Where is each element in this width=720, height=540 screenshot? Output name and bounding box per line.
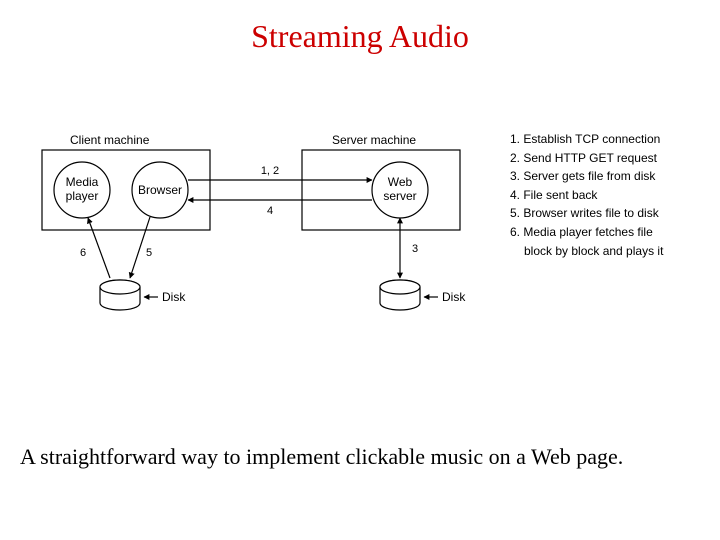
client-label: Client machine bbox=[70, 133, 150, 147]
client-disk-label: Disk bbox=[162, 290, 186, 304]
streaming-diagram: Client machine Server machine Media play… bbox=[20, 130, 700, 350]
step-6a: 6. Media player fetches file bbox=[510, 223, 700, 242]
page-title: Streaming Audio bbox=[0, 18, 720, 55]
step-6b: block by block and plays it bbox=[510, 242, 700, 261]
step-1: 1. Establish TCP connection bbox=[510, 130, 700, 149]
step-4: 4. File sent back bbox=[510, 186, 700, 205]
server-disk bbox=[380, 280, 420, 310]
caption-text: A straightforward way to implement click… bbox=[20, 444, 700, 470]
diagram-svg: Client machine Server machine Media play… bbox=[20, 130, 510, 350]
steps-list: 1. Establish TCP connection 2. Send HTTP… bbox=[510, 130, 700, 260]
media-player-label-2: player bbox=[66, 189, 99, 203]
media-player-label-1: Media bbox=[66, 175, 99, 189]
web-server-label-1: Web bbox=[388, 175, 413, 189]
arrow-6 bbox=[88, 218, 110, 278]
edge-5-label: 5 bbox=[146, 247, 152, 259]
client-disk bbox=[100, 280, 140, 310]
step-2: 2. Send HTTP GET request bbox=[510, 149, 700, 168]
step-5: 5. Browser writes file to disk bbox=[510, 204, 700, 223]
edge-6-label: 6 bbox=[80, 247, 86, 259]
server-disk-label: Disk bbox=[442, 290, 466, 304]
step-3: 3. Server gets file from disk bbox=[510, 167, 700, 186]
web-server-label-2: server bbox=[383, 189, 416, 203]
server-label: Server machine bbox=[332, 133, 416, 147]
edge-12-label: 1, 2 bbox=[261, 165, 279, 177]
edge-4-label: 4 bbox=[267, 205, 273, 217]
browser-label: Browser bbox=[138, 183, 182, 197]
edge-3-label: 3 bbox=[412, 243, 418, 255]
